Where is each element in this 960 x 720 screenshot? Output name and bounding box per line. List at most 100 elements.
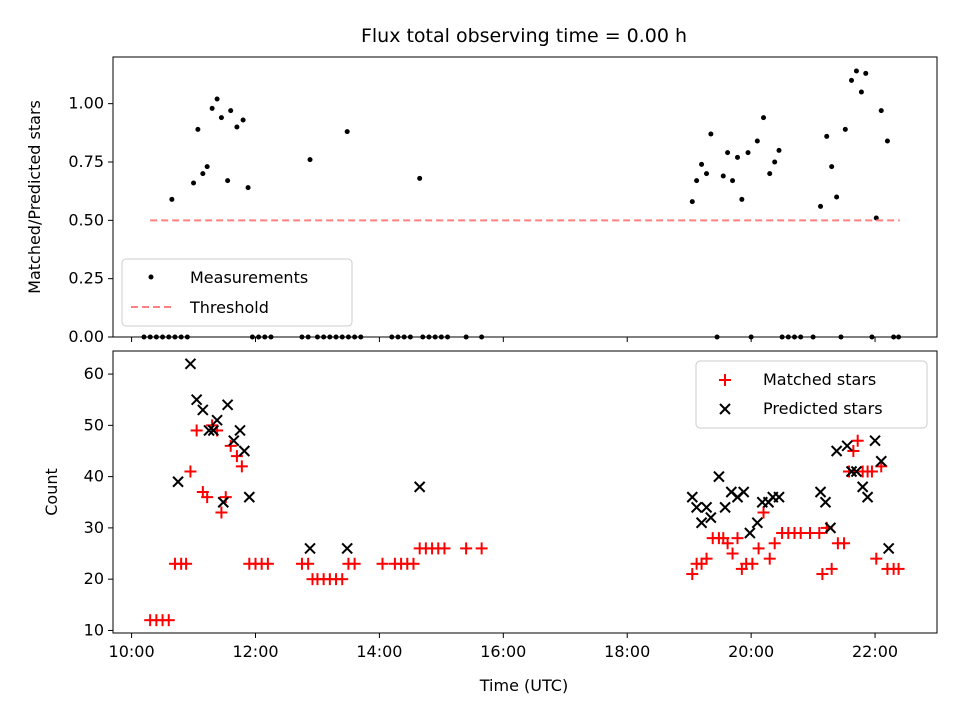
measurement-point	[401, 334, 407, 340]
measurement-point	[209, 105, 215, 111]
measurement-point	[314, 334, 320, 340]
measurement-point	[767, 171, 773, 177]
matched-star-point	[184, 465, 197, 478]
measurement-point	[249, 334, 255, 340]
predicted-star-point	[341, 542, 353, 555]
matched-star-point	[336, 573, 349, 586]
matched-star-point	[686, 568, 699, 581]
matched-star-point	[726, 547, 739, 560]
measurement-point	[321, 334, 327, 340]
measurement-point	[307, 157, 313, 163]
predicted-star-point	[228, 435, 240, 447]
top-ticks: 0.00 0.25 0.50 0.75 1.00	[68, 94, 876, 346]
predicted-star-point	[217, 496, 229, 508]
top-ytick-label: 0.50	[68, 210, 104, 229]
measurement-point	[178, 334, 184, 340]
bottom-ytick-label: 40	[84, 467, 104, 486]
top-legend: Measurements Threshold	[121, 258, 353, 327]
measurement-point	[420, 334, 426, 340]
predicted-star-point	[203, 424, 215, 437]
predicted-star-point	[830, 445, 843, 457]
matched-star-point	[201, 491, 214, 504]
measurement-point	[858, 89, 864, 95]
measurement-point	[191, 180, 197, 186]
predicted-star-point	[207, 424, 220, 437]
measurement-point	[884, 138, 890, 144]
matched-star-point	[460, 542, 473, 555]
measurement-point	[849, 77, 855, 83]
predicted-star-point	[819, 496, 832, 508]
measurement-point	[824, 133, 830, 139]
measurement-point	[785, 334, 791, 340]
measurement-point	[748, 334, 754, 340]
measurement-point	[829, 164, 835, 170]
measurement-point	[730, 178, 736, 184]
measurement-point	[779, 334, 785, 340]
predicted-star-point	[243, 491, 256, 503]
measurement-point	[761, 115, 767, 121]
measurement-point	[438, 334, 444, 340]
matched-star-point	[813, 527, 826, 540]
measurement-point	[445, 334, 451, 340]
xtick-label: 16:00	[480, 642, 526, 661]
matched-star-point	[847, 444, 860, 457]
predicted-star-point	[737, 486, 750, 498]
measurement-point	[725, 150, 731, 156]
xtick-label: 10:00	[109, 642, 155, 661]
measurement-point	[214, 96, 220, 102]
predicted-star-point	[713, 470, 725, 483]
matched-star-point	[407, 557, 420, 570]
top-ytick-label: 0.75	[68, 152, 104, 171]
measurement-point	[720, 173, 726, 179]
predicted-star-point	[690, 501, 703, 514]
matched-star-point	[190, 424, 203, 437]
matched-star-point	[162, 614, 175, 627]
matched-star-point	[230, 450, 243, 463]
measurement-point	[798, 334, 804, 340]
predicted-star-point	[221, 399, 234, 411]
xtick-label: 22:00	[852, 642, 898, 661]
matched-star-point	[870, 552, 883, 565]
measurement-point	[172, 334, 178, 340]
measurement-point	[358, 334, 364, 340]
measurement-point	[704, 171, 710, 177]
bottom-y-axis-label: Count	[42, 468, 61, 516]
predicted-star-point	[413, 481, 426, 493]
measurement-point	[708, 131, 714, 137]
matched-star-point	[438, 542, 451, 555]
measurement-point	[345, 334, 351, 340]
measurement-point	[169, 196, 175, 202]
matched-star-point	[215, 506, 228, 519]
measurement-point	[745, 150, 751, 156]
measurement-point	[463, 334, 469, 340]
measurement-point	[195, 126, 201, 132]
matched-star-point	[838, 537, 851, 550]
measurement-point	[694, 178, 700, 184]
top-marks	[141, 68, 902, 340]
measurement-point	[160, 334, 166, 340]
matched-star-point	[224, 439, 237, 452]
predicted-star-point	[773, 491, 785, 503]
measurement-point	[891, 334, 897, 340]
top-ytick-label: 1.00	[68, 94, 104, 113]
top-plot-frame	[112, 56, 938, 338]
top-ytick-label: 0.25	[68, 269, 104, 288]
matched-star-point	[180, 557, 193, 570]
bottom-ticks: 10 20 30 40 50 60 10:00 12:00 14:00 16:00 18:00 20:…	[84, 364, 898, 661]
predicted-star-point	[861, 491, 874, 503]
measurement-point	[739, 196, 745, 202]
matched-star-point	[376, 557, 389, 570]
measurement-point	[147, 334, 153, 340]
bottom-legend: Matched stars Predicted stars	[695, 360, 928, 429]
predicted-star-point	[686, 491, 698, 503]
measurement-point	[834, 194, 840, 200]
measurement-point	[389, 334, 395, 340]
measurement-point	[339, 334, 345, 340]
measurement-point	[268, 334, 274, 340]
matched-star-point	[261, 557, 274, 570]
predicted-star-point	[184, 358, 197, 370]
measurement-point	[776, 147, 782, 153]
bottom-plot-frame	[112, 350, 938, 634]
measurement-point	[853, 68, 859, 74]
